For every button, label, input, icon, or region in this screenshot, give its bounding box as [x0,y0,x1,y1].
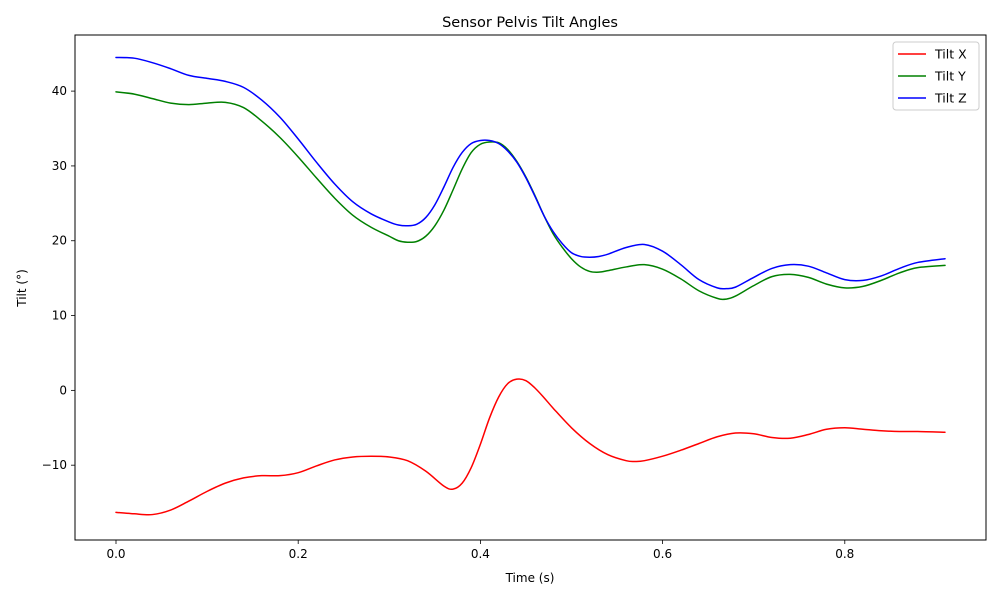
x-tick-label: 0.8 [835,547,854,561]
x-axis: 0.0 0.2 0.4 0.6 0.8 [106,540,854,561]
y-axis-title: Tilt (°) [15,269,29,308]
y-tick-label: −10 [42,458,67,472]
y-tick-label: 0 [59,383,67,397]
x-tick-label: 0.0 [106,547,125,561]
legend-box [892,41,980,111]
x-axis-title: Time (s) [505,571,555,585]
legend-label-1: Tilt X [934,47,967,62]
y-axis: −10 0 10 20 30 40 [42,84,75,472]
series-group [115,56,946,516]
x-tick-label: 0.2 [289,547,308,561]
series-line-3 [115,56,946,290]
legend: Tilt X Tilt Y Tilt Z [892,41,980,111]
y-tick-label: 10 [52,309,67,323]
series-line-1 [115,378,946,516]
plot-frame [74,34,987,541]
y-tick-label: 20 [52,234,67,248]
plot-area [74,34,987,541]
legend-label-2: Tilt Y [934,69,966,84]
x-tick-label: 0.4 [471,547,490,561]
chart-title: Sensor Pelvis Tilt Angles [442,15,618,31]
x-tick-label: 0.6 [653,547,672,561]
legend-label-3: Tilt Z [934,91,967,106]
y-tick-label: 30 [52,159,67,173]
y-tick-label: 40 [52,84,67,98]
